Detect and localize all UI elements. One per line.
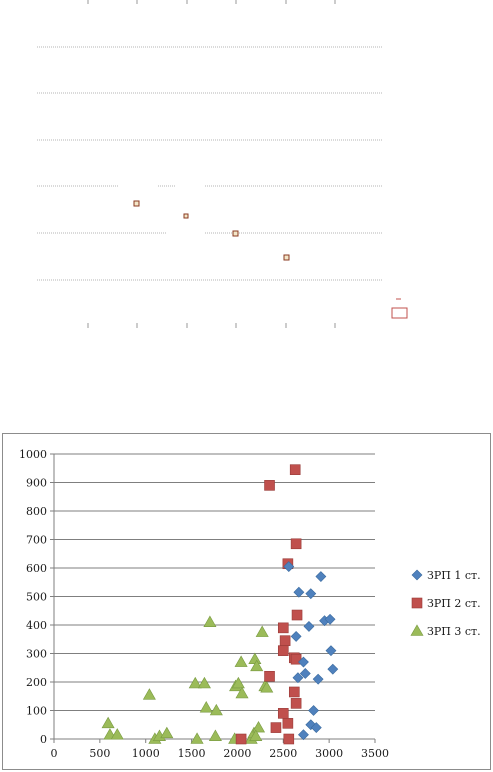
data-point-diamond <box>290 630 302 642</box>
data-point-diamond <box>324 613 336 625</box>
data-point-diamond <box>283 561 295 572</box>
y-tick-label: 600 <box>26 562 47 575</box>
data-point-diamond <box>293 586 305 598</box>
data-point-triangle <box>208 729 222 741</box>
data-point-square <box>277 645 289 656</box>
data-point-diamond <box>298 729 309 741</box>
x-tick-label: 3500 <box>361 747 389 760</box>
legend-marker-diamond <box>411 569 423 581</box>
data-point-triangle <box>234 655 248 667</box>
y-tick-label: 500 <box>26 591 47 604</box>
data-point-square <box>283 733 295 745</box>
legend-entry-label: ЗРП 2 ст. <box>427 597 481 610</box>
data-point-triangle <box>199 701 213 713</box>
data-point-square <box>277 708 289 719</box>
data-point-triangle <box>248 652 262 664</box>
data-point-diamond <box>312 673 324 685</box>
data-point-diamond <box>315 571 327 582</box>
data-point-diamond <box>303 621 315 632</box>
data-point-diamond <box>327 663 339 675</box>
data-point-square <box>282 718 294 729</box>
y-tick-label: 100 <box>26 705 47 718</box>
data-point-triangle <box>203 615 217 627</box>
data-point-triangle <box>110 728 124 740</box>
data-point-triangle <box>101 716 115 729</box>
data-point-square <box>235 733 247 745</box>
data-point-triangle <box>160 726 174 739</box>
data-point-triangle <box>250 659 264 672</box>
data-point-diamond <box>305 588 317 600</box>
data-point-triangle <box>231 676 245 689</box>
data-point-triangle <box>209 703 223 716</box>
legend-marker-triangle <box>410 624 424 636</box>
data-point-diamond <box>299 668 311 679</box>
data-point-square <box>290 698 302 709</box>
legend-entry-label: ЗРП 1 ст. <box>427 569 481 582</box>
data-point-triangle <box>190 732 204 744</box>
y-tick-label: 800 <box>26 505 47 518</box>
x-tick-label: 0 <box>51 747 58 760</box>
faded-chart-fragment <box>37 0 408 328</box>
data-point-triangle <box>142 688 156 700</box>
data-point-diamond <box>292 672 304 684</box>
x-tick-label: 1000 <box>132 747 160 760</box>
y-tick-label: 400 <box>26 619 47 632</box>
data-point-square <box>264 480 275 491</box>
data-point-diamond <box>298 656 309 668</box>
data-point-square <box>277 622 289 634</box>
x-tick-label: 500 <box>89 747 110 760</box>
y-tick-label: 200 <box>26 676 47 689</box>
data-point-triangle <box>249 729 263 741</box>
data-point-triangle <box>197 676 211 689</box>
data-point-square <box>270 722 282 733</box>
data-point-triangle <box>255 625 269 637</box>
legend-marker-square <box>411 597 423 609</box>
data-point-triangle <box>252 720 266 733</box>
data-point-triangle <box>188 676 202 689</box>
data-point-square <box>289 464 301 475</box>
legend: ЗРП 1 ст. ЗРП 2 ст. ЗРП 3 ст. <box>410 569 481 638</box>
gridlines <box>54 453 375 711</box>
legend-entry-label: ЗРП 3 ст. <box>427 625 481 638</box>
data-point-diamond <box>310 722 322 734</box>
data-point-square <box>291 609 303 621</box>
data-point-triangle <box>260 681 274 693</box>
data-point-diamond <box>325 645 337 657</box>
axes: 0 100 200 300 400 500 600 700 800 900 1000 0 500 1000… <box>19 448 389 760</box>
data-points <box>101 464 339 745</box>
data-point-square <box>279 635 291 646</box>
y-tick-label: 0 <box>40 733 47 746</box>
y-tick-label: 1000 <box>19 448 47 461</box>
x-tick-label: 3000 <box>315 747 343 760</box>
y-tick-label: 900 <box>26 477 47 490</box>
data-point-triangle <box>235 686 249 699</box>
data-point-square <box>290 538 302 550</box>
y-tick-label: 700 <box>26 534 47 547</box>
data-point-square <box>264 671 275 682</box>
x-tick-label: 2500 <box>269 747 297 760</box>
chart-frame: 0 100 200 300 400 500 600 700 800 900 1000 0 500 1000… <box>2 433 491 770</box>
data-point-diamond <box>308 705 319 716</box>
x-tick-label: 1500 <box>178 747 206 760</box>
scatter-chart: 0 100 200 300 400 500 600 700 800 900 1000 0 500 1000… <box>19 448 481 760</box>
x-tick-label: 2000 <box>223 747 251 760</box>
data-point-square <box>288 686 300 698</box>
y-tick-label: 300 <box>26 648 47 661</box>
